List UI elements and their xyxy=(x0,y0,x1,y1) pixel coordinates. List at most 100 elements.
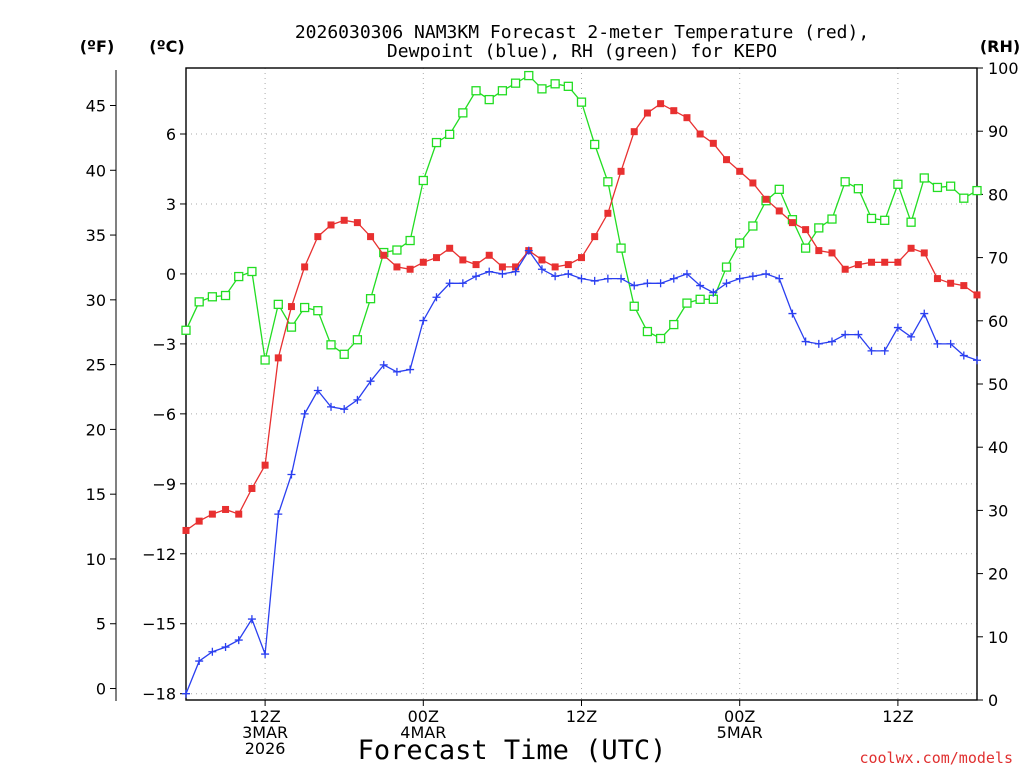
rh-point xyxy=(326,340,336,350)
grid-lines xyxy=(186,68,977,700)
temperature-point xyxy=(222,505,230,513)
temperature-point xyxy=(551,263,559,271)
dewpoint-point xyxy=(195,657,204,666)
dewpoint-point xyxy=(722,279,731,288)
rh-tick-label: 0 xyxy=(988,691,998,710)
dewpoint-point xyxy=(406,365,415,374)
temperature-point xyxy=(498,263,506,271)
rh-point xyxy=(866,213,877,224)
dewpoint-point xyxy=(920,309,929,318)
rh-point xyxy=(299,302,310,313)
dewpoint-point xyxy=(590,276,599,285)
x-axis-title: Forecast Time (UTC) xyxy=(358,735,667,766)
rh-point xyxy=(207,292,218,302)
rh-point xyxy=(365,294,376,304)
dewpoint-point xyxy=(735,274,744,283)
dewpoint-point xyxy=(973,356,981,365)
dewpoint-point xyxy=(603,274,612,283)
time-tick-label: 12Z xyxy=(882,707,913,726)
temperature-series xyxy=(182,100,981,534)
rh-point xyxy=(234,271,244,282)
rh-point xyxy=(682,298,692,308)
fahrenheit-tick-label: 40 xyxy=(86,161,106,180)
rh-point xyxy=(735,238,745,248)
dewpoint-point xyxy=(854,330,863,339)
fahrenheit-tick-label: 5 xyxy=(96,615,106,634)
fahrenheit-tick-label: 45 xyxy=(86,96,106,115)
dewpoint-point xyxy=(630,281,639,290)
dewpoint-point xyxy=(524,246,533,255)
temperature-point xyxy=(683,114,691,122)
temperature-point xyxy=(960,282,968,290)
rh-point xyxy=(827,214,837,224)
dewpoint-point xyxy=(762,269,771,278)
temperature-point xyxy=(274,354,282,362)
temperature-point xyxy=(182,526,190,534)
dewpoint-point xyxy=(274,510,283,519)
celsius-tick-label: 6 xyxy=(166,125,176,144)
rh-point xyxy=(524,70,534,81)
temperature-point xyxy=(868,258,876,266)
rh-point xyxy=(405,235,415,246)
rh-point xyxy=(972,185,982,196)
rh-point xyxy=(893,179,903,189)
fahrenheit-tick-label: 35 xyxy=(86,226,106,245)
temperature-point xyxy=(248,484,256,492)
rh-point xyxy=(945,181,956,191)
temperature-point xyxy=(367,233,375,241)
dewpoint-point xyxy=(300,409,309,418)
temperature-point xyxy=(854,261,862,269)
rh-point xyxy=(616,243,626,253)
rh-point xyxy=(959,193,969,203)
dewpoint-point xyxy=(366,377,375,386)
rh-unit-label: (RH) xyxy=(980,37,1020,56)
rh-tick-label: 100 xyxy=(988,59,1019,78)
dewpoint-point xyxy=(893,323,902,332)
rh-point xyxy=(220,290,231,301)
temperature-point xyxy=(670,107,678,115)
rh-point xyxy=(919,173,929,183)
rh-tick-label: 20 xyxy=(988,565,1008,584)
temperature-point xyxy=(512,263,520,271)
dewpoint-point xyxy=(261,650,270,659)
rh-point xyxy=(313,306,323,316)
temperature-point xyxy=(380,251,388,259)
dewpoint-point xyxy=(247,615,256,624)
rh-point xyxy=(181,325,191,335)
temperature-point xyxy=(261,461,269,469)
rh-point xyxy=(576,97,587,107)
dewpoint-point xyxy=(696,281,705,290)
dewpoint-point xyxy=(669,274,678,283)
credit-label: coolwx.com/models xyxy=(859,749,1013,767)
rh-point xyxy=(800,243,811,253)
temperature-point xyxy=(406,265,414,273)
time-tick-label: 3MAR xyxy=(242,723,288,742)
temperature-point xyxy=(419,258,427,266)
dewpoint-point xyxy=(379,360,388,369)
rh-point xyxy=(339,349,349,359)
rh-point xyxy=(880,215,890,225)
temperature-point xyxy=(815,247,823,255)
rh-point xyxy=(840,177,850,187)
dewpoint-point xyxy=(775,274,784,283)
fahrenheit-tick-label: 10 xyxy=(86,550,106,569)
dewpoint-point xyxy=(946,339,955,348)
rh-tick-label: 40 xyxy=(988,438,1008,457)
rh-point xyxy=(906,217,916,227)
rh-tick-label: 60 xyxy=(988,312,1008,331)
temperature-point xyxy=(353,219,361,227)
temperature-point xyxy=(762,195,770,203)
dewpoint-point xyxy=(498,269,507,278)
chart-title-line-2: Dewpoint (blue), RH (green) for KEPO xyxy=(387,41,777,62)
time-tick-label: 12Z xyxy=(566,707,597,726)
temperature-point xyxy=(432,254,440,262)
dewpoint-point xyxy=(432,293,441,302)
rh-point xyxy=(774,184,784,194)
rh-point xyxy=(642,326,653,337)
celsius-tick-label: −6 xyxy=(152,405,176,424)
rh-point xyxy=(497,86,508,96)
rh-tick-label: 70 xyxy=(988,249,1008,268)
dewpoint-point xyxy=(801,337,810,346)
rh-point xyxy=(853,184,863,194)
